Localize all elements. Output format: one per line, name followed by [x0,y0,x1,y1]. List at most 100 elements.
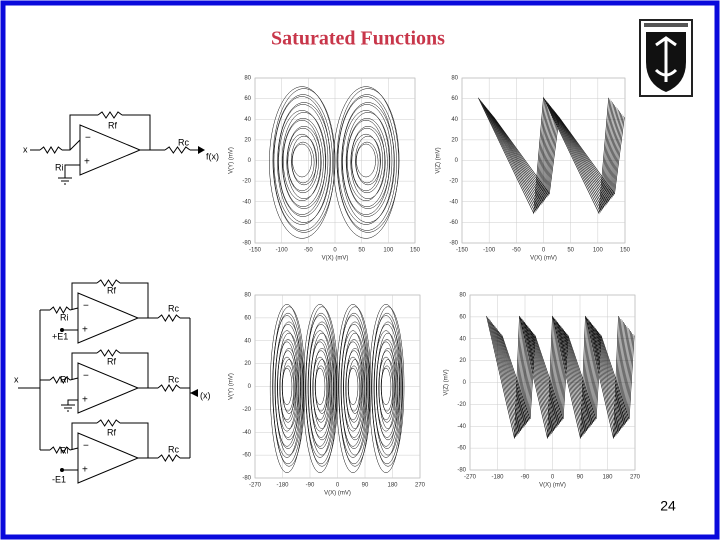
y-tick-label: -80 [457,468,466,474]
trajectory [338,306,372,467]
x-tick-label: 180 [602,475,613,481]
x-tick-label: -50 [512,248,521,254]
plot: 80 60 40 20 0 -20 -40 -60 -80-270 -180 -90 0 90 180 27… [444,293,641,489]
y-tick-label: 0 [248,384,252,390]
x-tick-label: 90 [362,483,369,489]
trajectory [493,116,625,195]
y-tick-label: -80 [242,476,251,482]
trajectory [272,88,336,233]
y-axis-label: V(Z) (mV) [444,369,450,395]
y-tick-label: -80 [242,241,251,247]
trajectory [292,143,312,178]
x-tick-label: 0 [542,248,546,254]
trajectory [269,86,335,239]
plot: 80 60 40 20 0 -20 -40 -60 -80-150 -100 -50 0 50 100 15… [229,76,421,262]
slide-title: Saturated Functions [271,28,445,50]
trajectory [491,113,623,198]
x-tick-label: -90 [521,475,530,481]
trajectory [341,104,393,217]
trajectory [345,347,365,430]
x-tick-label: 150 [410,248,421,254]
wire [69,307,79,311]
y-tick-label: -40 [242,199,251,205]
circuit-label: Rc [178,137,189,147]
trajectory [333,86,399,239]
x-tick-label: -150 [456,248,469,254]
trajectory [500,333,634,421]
trajectory [315,359,329,414]
circuit-label: x [14,374,19,384]
resistor [96,419,121,427]
arrow [198,146,205,154]
trajectory [498,330,631,424]
op-amp [77,362,140,414]
resistor [157,454,181,462]
x-tick-label: 270 [415,483,426,489]
y-tick-label: 20 [451,137,458,143]
minus: − [85,133,91,144]
trajectory [277,102,331,223]
trajectory [346,119,386,202]
resistor [49,445,71,455]
op-amp [77,292,140,344]
y-tick-label: -40 [449,199,458,205]
trajectory [479,98,611,213]
arrow [190,389,198,397]
trajectory [368,304,404,473]
trajectory [376,332,400,441]
x-tick-label: 50 [358,248,365,254]
plot: 80 60 40 20 0 -20 -40 -60 -80-150 -100 -50 0 50 100 15… [436,76,631,262]
artwork: − + x Rf Ri Rc f(x) − + − + − + Rf Ri +E1 Rc Rf x Ri Rc (x) Rf… [14,76,641,497]
circuit-label: Rf [108,120,117,130]
x-tick-label: 100 [593,248,604,254]
trajectory [269,304,305,473]
y-tick-label: 80 [459,293,466,299]
trajectory [287,133,317,192]
circuit-label: Rf [107,356,116,366]
y-tick-label: 60 [451,96,458,102]
x-axis-label: V(X) (mV) [324,491,351,497]
trajectory [348,359,362,414]
y-tick-label: 0 [455,158,459,164]
trajectory [351,127,383,194]
trajectory [337,94,397,231]
trajectory [272,306,306,467]
trajectory [481,101,613,210]
circuit-label: Ri [55,162,64,172]
trajectory [342,110,390,215]
y-tick-label: 60 [244,96,251,102]
x-tick-label: 0 [551,475,555,481]
wire [69,447,79,451]
trajectory [312,347,332,430]
circuit-label: Ri [60,445,69,455]
resistor [49,305,71,315]
plus: + [82,465,88,476]
trajectory [499,332,632,423]
trajectory [478,96,609,215]
y-tick-label: 40 [244,338,251,344]
wire [64,164,80,178]
trajectory [308,321,336,456]
y-tick-label: -60 [242,453,251,459]
trajectory [480,99,612,212]
trajectory [336,88,400,233]
resistor [164,146,191,154]
trajectory [493,324,626,430]
x-tick-label: -90 [306,483,315,489]
y-tick-label: 80 [451,76,458,82]
wire [71,422,97,450]
trajectory [497,329,630,426]
trajectory [286,125,322,200]
y-tick-label: -40 [242,430,251,436]
minus: − [83,371,89,382]
trajectory [346,118,388,207]
trajectory [310,332,334,441]
trajectory [482,102,614,209]
resistor [96,279,121,287]
page-number: 24 [660,498,676,514]
trajectory [501,335,635,420]
trajectory [350,125,386,200]
trajectory [291,141,315,184]
y-tick-label: -20 [242,407,251,413]
